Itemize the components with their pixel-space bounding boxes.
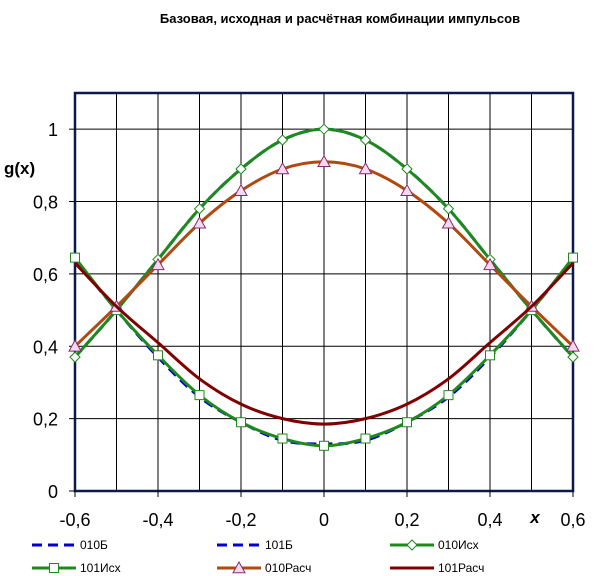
data-point-101Исх (319, 440, 329, 451)
data-point-101Исх (568, 252, 578, 263)
series-line-101Расч (73, 262, 575, 426)
data-point-010Исх (235, 163, 247, 175)
data-point-101Исх (194, 390, 205, 401)
x-tick-label: 0,6 (560, 510, 585, 530)
y-tick-label: 0,8 (33, 193, 58, 213)
data-point-010Расч (192, 216, 207, 229)
legend-label-010Б: 010Б (80, 538, 108, 552)
chart-title: Базовая, исходная и расчётная комбинации… (160, 11, 520, 26)
y-axis-label: g(x) (4, 159, 35, 178)
data-point-010Исх (401, 163, 413, 175)
x-tick-label: -0,2 (225, 510, 256, 530)
data-point-010Расч (275, 161, 290, 175)
data-point-010Расч (358, 161, 373, 175)
plot-area: -0,6 -0,4 -0,2 0 0,2 0,4 0,6 0 0,2 0,4 0,6 0,8 1 (33, 91, 586, 530)
y-tick-label: 0 (48, 482, 58, 502)
data-point-010Расч (234, 183, 248, 196)
data-point-101Исх (402, 417, 412, 428)
data-point-101Исх (153, 350, 163, 361)
data-point-101Исх (360, 433, 371, 444)
data-point-101Исх (70, 252, 80, 263)
data-point-010Расч (400, 183, 414, 196)
legend-marker-101Исх (49, 563, 59, 573)
data-point-010Исх (442, 203, 455, 215)
y-tick-label: 0,6 (33, 265, 58, 285)
data-point-010Расч (441, 216, 456, 229)
legend-label-101Б: 101Б (265, 538, 293, 552)
y-tick-label: 1 (48, 120, 58, 140)
data-point-101Исх (236, 417, 246, 428)
data-point-010Расч (151, 257, 165, 271)
legend-marker-010Исх (406, 539, 418, 551)
y-tick-label: 0,4 (33, 337, 58, 357)
data-point-010Исх (318, 123, 330, 135)
x-tick-label: 0,4 (477, 510, 502, 530)
legend-label-010Расч: 010Расч (265, 561, 311, 575)
data-point-010Исх (567, 351, 579, 363)
data-point-010Расч (68, 339, 82, 352)
legend-marker-010Расч (232, 560, 246, 574)
y-tick-label: 0,2 (33, 410, 58, 430)
data-point-010Расч (483, 257, 497, 271)
data-point-010Расч (317, 154, 331, 168)
x-axis-label: x (529, 508, 541, 527)
data-point-101Исх (277, 433, 288, 444)
data-point-010Исх (276, 134, 289, 146)
legend-label-101Исх: 101Исх (80, 561, 121, 575)
data-point-101Исх (485, 350, 495, 361)
x-tick-label: -0,4 (142, 510, 173, 530)
data-point-010Исх (69, 351, 81, 363)
data-point-010Исх (193, 203, 206, 215)
legend-label-010Исх: 010Исх (438, 538, 479, 552)
data-point-101Исх (443, 390, 454, 401)
x-tick-label: -0,6 (59, 510, 90, 530)
x-tick-label: 0,2 (394, 510, 419, 530)
legend-label-101Расч: 101Расч (438, 561, 484, 575)
x-tick-label: 0 (319, 510, 329, 530)
legend: 010Б 101Б 010Исх 101Исх 010Расч 101Расч (32, 538, 484, 575)
data-point-010Расч (566, 339, 580, 352)
data-point-010Исх (359, 134, 372, 146)
